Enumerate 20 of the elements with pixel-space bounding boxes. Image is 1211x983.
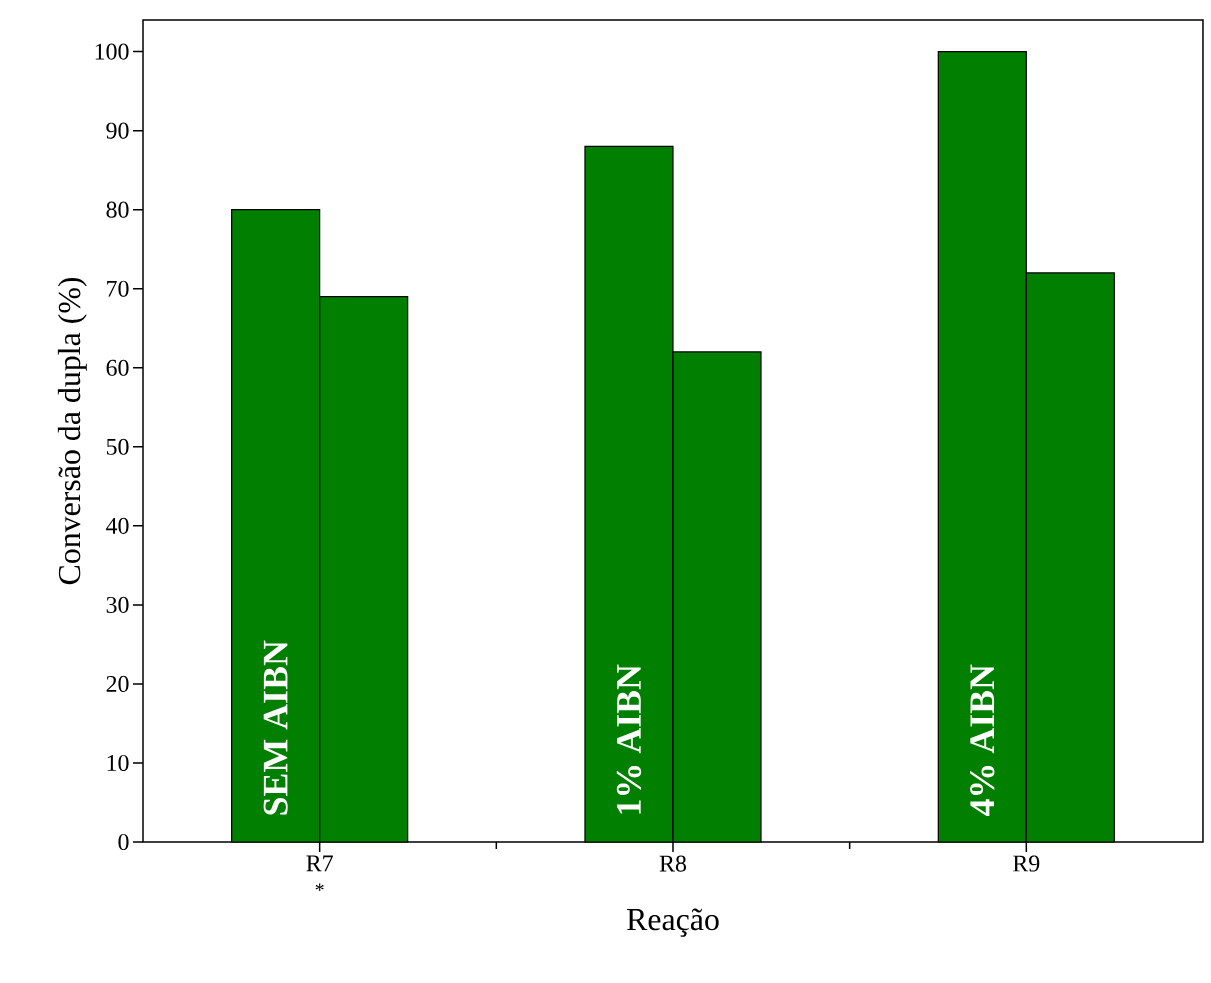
y-tick-label: 100	[95, 43, 129, 60]
x-tick-label: R9	[1013, 855, 1040, 872]
annotation: SEM AIBN	[263, 640, 288, 815]
text: *	[315, 883, 324, 891]
y-tick-label: 90	[106, 122, 129, 139]
x-axis-title: Reação	[627, 908, 719, 937]
y-tick-label: 30	[106, 596, 129, 613]
y-tick-label: 0	[118, 833, 129, 851]
annotation: 1% AIBN	[616, 664, 642, 814]
y-tick-label: 80	[106, 201, 129, 218]
y-tick-label: 10	[107, 754, 129, 772]
x-tick-label: R8	[659, 855, 687, 872]
y-tick-label: 20	[106, 675, 129, 692]
y-tick-label: 70	[107, 280, 129, 297]
y-tick-label: 60	[106, 359, 129, 376]
y-axis-title: Conversão da dupla (%)	[57, 277, 87, 585]
annotation: 4% AIBN	[970, 664, 995, 816]
x-tick-label: R7	[306, 855, 333, 872]
y-tick-label: 40	[106, 517, 129, 534]
y-tick-label: 50	[106, 438, 129, 455]
